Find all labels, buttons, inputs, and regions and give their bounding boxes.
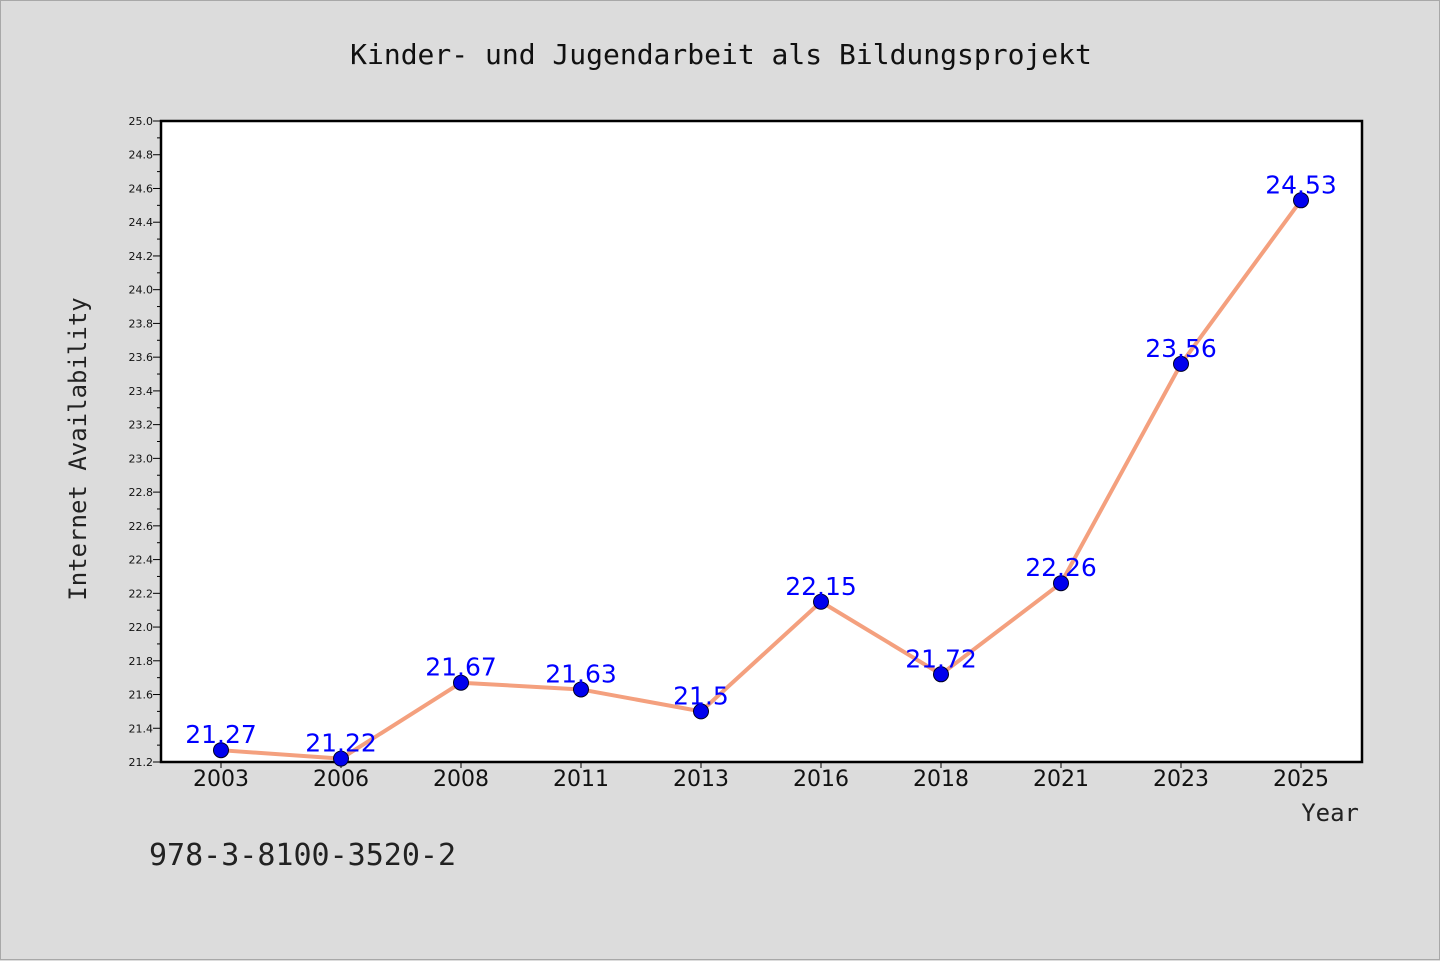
data-label: 21.27 [185,720,257,749]
data-point [333,750,349,767]
x-tick-label: 2018 [913,767,969,792]
data-point [813,593,829,610]
y-tick-label: 22.4 [129,554,154,567]
y-tick-label: 21.6 [129,689,154,702]
y-tick-label: 22.2 [129,587,154,600]
y-tick-label: 22.8 [129,486,154,499]
data-point [693,703,709,720]
x-tick-label: 2025 [1273,767,1329,792]
x-tick-label: 2003 [193,767,249,792]
data-point [213,742,229,759]
y-axis-ticks: 21.2 21.4 21.6 21.8 22.0 22.2 22.4 22.6 22.8 23.0… [129,115,161,769]
x-tick-label: 2011 [553,767,609,792]
series-layer: 21.27 21.22 21.67 21.63 21.5 22.15 21.72 22.26 2… [185,170,1337,767]
data-label: 22.26 [1025,553,1097,582]
data-label: 24.53 [1265,170,1337,199]
y-tick-label: 24.0 [129,284,154,297]
y-tick-label: 23.6 [129,351,154,364]
chart-title: Kinder- und Jugendarbeit als Bildungspro… [350,38,1092,71]
y-tick-label: 24.6 [129,182,154,195]
data-point [453,674,469,691]
series-line [220,199,1303,761]
y-tick-label: 23.2 [129,419,154,432]
data-point [1293,192,1309,209]
y-tick-label: 24.8 [129,149,154,162]
data-label: 21.72 [905,644,977,673]
x-tick-label: 2016 [793,767,849,792]
x-tick-label: 2008 [433,767,489,792]
x-tick-label: 2021 [1033,767,1089,792]
y-tick-label: 23.8 [129,317,154,330]
y-tick-label: 21.4 [129,722,154,735]
data-label: 22.15 [785,572,857,601]
y-tick-label: 21.2 [129,756,154,769]
y-tick-label: 24.4 [129,216,154,229]
isbn-text: 978-3-8100-3520-2 [149,838,456,873]
y-tick-label: 23.4 [129,385,154,398]
y-tick-label: 23.0 [129,452,154,465]
x-tick-label: 2013 [673,767,729,792]
data-label: 21.67 [425,653,497,682]
data-point [933,666,949,683]
data-label: 21.63 [545,659,617,688]
y-tick-label: 25.0 [129,115,154,128]
data-point [1173,355,1189,372]
y-tick-label: 22.0 [129,621,154,634]
x-tick-label: 2006 [313,767,369,792]
x-axis-ticks: 2003 2006 2008 2011 2013 2016 2018 2021 2023 2025 [193,762,1329,792]
data-label: 21.5 [673,681,729,710]
data-label: 21.22 [305,729,377,758]
y-axis-label: Internet Availability [64,297,92,600]
y-tick-label: 21.8 [129,655,154,668]
data-point [573,681,589,698]
y-tick-label: 24.2 [129,250,154,263]
data-point [1053,575,1069,592]
x-tick-label: 2023 [1153,767,1209,792]
plot-area [159,119,1364,764]
y-tick-label: 22.6 [129,520,154,533]
x-axis-label: Year [1301,799,1359,827]
data-label: 23.56 [1145,334,1217,363]
